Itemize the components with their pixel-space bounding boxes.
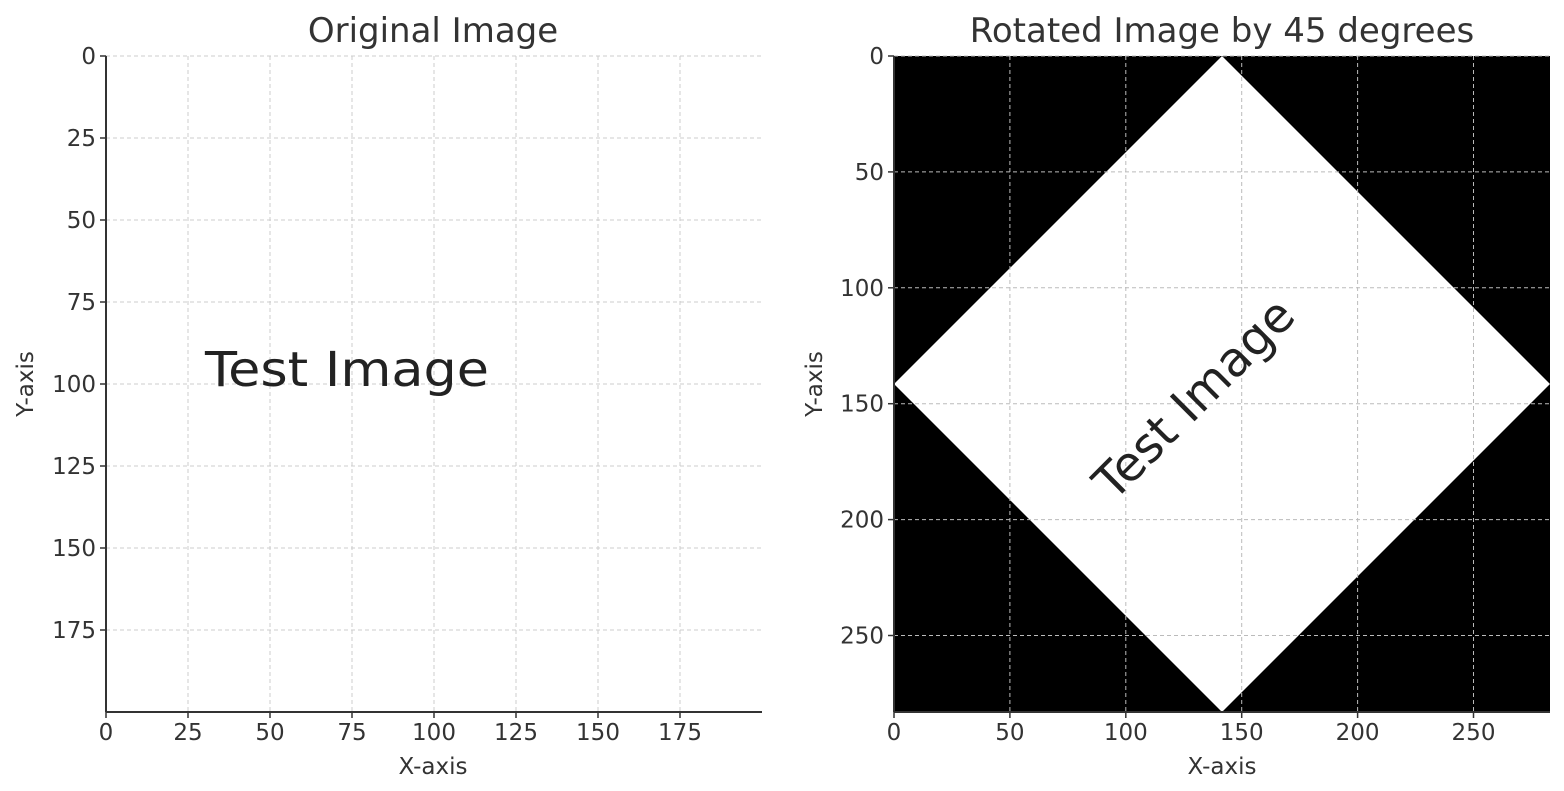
y-tick-label: 50 — [855, 160, 884, 186]
x-tick-label: 25 — [173, 720, 202, 746]
y-tick-label: 125 — [52, 454, 96, 480]
y-tick-label: 250 — [840, 624, 884, 650]
x-tick-label: 75 — [337, 720, 366, 746]
y-tick-label: 100 — [52, 372, 96, 398]
x-tick-label: 150 — [1220, 720, 1264, 746]
original-y-axis-label: Y-axis — [13, 351, 39, 418]
original-image-title: Original Image — [308, 11, 558, 51]
y-tick-label: 150 — [52, 536, 96, 562]
rotated-image-panel: Rotated Image by 45 degrees Test Image 0… — [802, 11, 1550, 780]
x-tick-label: 200 — [1336, 720, 1380, 746]
rotated-white-square — [894, 56, 1550, 712]
x-tick-label: 100 — [1104, 720, 1148, 746]
rotated-x-axis-label: X-axis — [1188, 754, 1257, 780]
x-tick-label: 0 — [99, 720, 114, 746]
y-tick-label: 0 — [81, 44, 96, 70]
x-tick-label: 250 — [1452, 720, 1496, 746]
x-tick-label: 0 — [887, 720, 902, 746]
x-tick-label: 125 — [494, 720, 538, 746]
original-x-axis-label: X-axis — [399, 754, 468, 780]
rotated-image-ticks: 0 50 100 150 200 250 0 50 100 150 200 250 — [840, 44, 1495, 746]
y-tick-label: 100 — [840, 276, 884, 302]
y-tick-label: 150 — [840, 392, 884, 418]
y-tick-label: 175 — [52, 618, 96, 644]
x-tick-label: 50 — [995, 720, 1024, 746]
y-tick-label: 50 — [67, 208, 96, 234]
y-tick-label: 75 — [67, 290, 96, 316]
x-tick-label: 50 — [255, 720, 284, 746]
original-image-text: Test Image — [204, 342, 489, 398]
rotated-image-title: Rotated Image by 45 degrees — [970, 11, 1474, 51]
y-tick-label: 25 — [67, 126, 96, 152]
x-tick-label: 175 — [658, 720, 702, 746]
y-tick-label: 0 — [869, 44, 884, 70]
original-image-ticks: 0 25 50 75 100 125 150 175 0 25 50 75 100 125 150 175 — [52, 44, 702, 746]
original-image-panel: Original Image Test Image 0 25 50 75 100 125 1… — [13, 11, 762, 780]
rotated-y-axis-label: Y-axis — [802, 351, 828, 418]
x-tick-label: 150 — [576, 720, 620, 746]
x-tick-label: 100 — [412, 720, 456, 746]
y-tick-label: 200 — [840, 508, 884, 534]
